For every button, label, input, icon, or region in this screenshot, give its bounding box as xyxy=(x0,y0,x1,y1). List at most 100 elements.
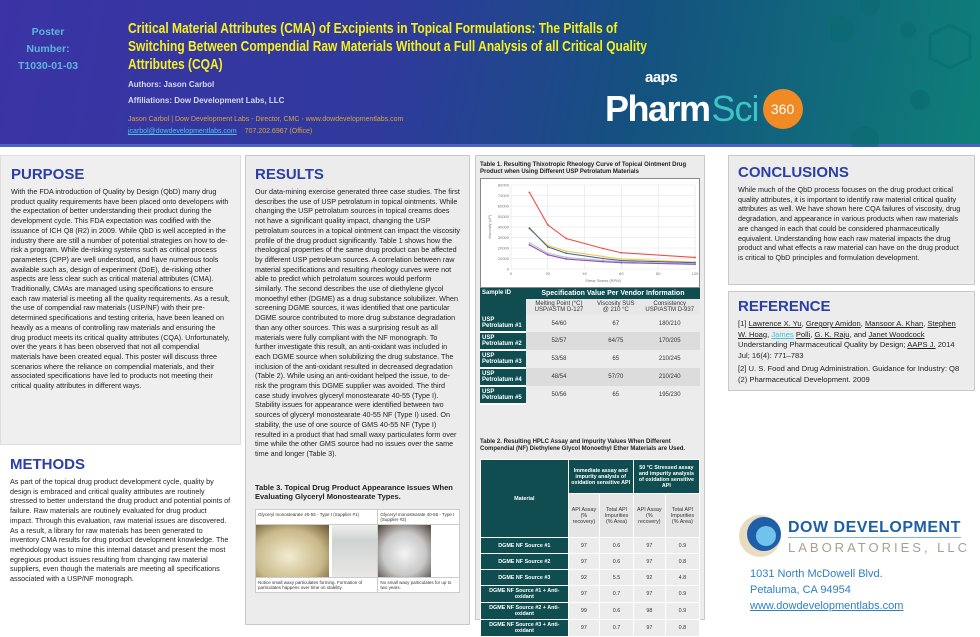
table1-cell: 170/205 xyxy=(639,332,700,350)
table3-note-supplier1: Notice small waxy particulates forming. … xyxy=(254,576,379,593)
table2-cell: 97 xyxy=(567,585,601,603)
data-point xyxy=(565,256,568,259)
sample-id: USP Petrolatum #4 xyxy=(480,368,526,387)
table2-cell: 0.6 xyxy=(599,537,634,554)
journal-link[interactable]: AAPS J. xyxy=(907,340,936,349)
email-link[interactable]: jcarbol@dowdevelopmentlabs.com xyxy=(128,128,237,135)
pharmsci360-logo: aaps Pharm Sci 360 xyxy=(605,70,825,134)
author-link[interactable]: James xyxy=(771,329,794,339)
table2-cell: 0.9 xyxy=(664,602,701,620)
supplier2-jar-photo xyxy=(378,524,431,577)
table1-cell: 65 xyxy=(592,386,640,404)
website-link[interactable]: www.dowdevelopmentlabs.com xyxy=(750,600,904,612)
author-link[interactable]: Janet Woodcock xyxy=(868,329,925,339)
table2-row: DGME NF Source #2 + Anti-oxidant 99 0.6 98 0… xyxy=(480,602,701,620)
material-name: DGME NF Source #2 xyxy=(480,553,569,570)
reference-section: REFERENCE [1] Lawrence X. Yu, Gregory Am… xyxy=(728,291,975,391)
table1: Sample ID Specification Value Per Vendor… xyxy=(480,288,700,405)
table1-cell: 65 xyxy=(592,350,640,368)
material-name: DGME NF Source #3 xyxy=(480,569,569,586)
rheology-chart: 0 10000 20000 30000 40000 50000 60000 70000 8000… xyxy=(480,178,700,288)
reference-1: [1] Lawrence X. Yu, Gregory Amidon, Mans… xyxy=(738,319,956,360)
table1-caption: Table 1. Resulting Thixotropic Rheology … xyxy=(480,162,687,175)
author-link[interactable]: Mansoor A. Khan xyxy=(864,319,924,328)
contact-line: Jason Carbol | Dow Development Labs - Di… xyxy=(128,116,404,123)
x-tick-label: 0 xyxy=(510,271,513,276)
conclusions-heading: CONCLUSIONS xyxy=(738,164,849,181)
series-line-3 xyxy=(529,227,696,264)
company-name-line1: DOW DEVELOPMENT xyxy=(788,519,961,538)
table1-cell: 52/57 xyxy=(525,332,593,350)
y-tick-label: 60000 xyxy=(498,204,510,209)
table1-header-sample-id: Sample ID xyxy=(480,288,526,315)
y-tick-label: 0 xyxy=(507,267,510,272)
logo-wordmark: Pharm Sci 360 xyxy=(605,88,803,130)
table1-cell: 67 xyxy=(592,315,640,332)
table2-cell: 97 xyxy=(567,553,601,570)
logo-aaps: aaps xyxy=(645,69,678,86)
contact-line-2: jcarbol@dowdevelopmentlabs.com 707.202.69… xyxy=(128,127,778,136)
author-link[interactable]: Polli xyxy=(795,329,811,339)
company-name-line2: LABORATORIES, LLC xyxy=(788,540,971,555)
address-line2: Petaluma, CA 94954 xyxy=(750,584,851,596)
table2-cell: 97 xyxy=(567,537,601,554)
x-tick-label: 80 xyxy=(656,271,661,276)
table2-cell: 92 xyxy=(632,569,666,586)
data-point xyxy=(546,253,549,256)
table2-cell: 0.9 xyxy=(664,585,701,603)
material-name: DGME NF Source #1 xyxy=(480,537,569,554)
series-line-5 xyxy=(529,244,696,265)
sample-id: USP Petrolatum #2 xyxy=(480,332,526,351)
series-line-2 xyxy=(529,228,696,263)
author-link[interactable]: Lawrence X. Yu xyxy=(748,319,802,328)
methods-text: As part of the topical drug product deve… xyxy=(10,477,231,584)
data-point xyxy=(546,224,549,226)
table2-header-immediate: Immediate assay and impurity analysis of… xyxy=(567,459,634,494)
data-point xyxy=(620,258,623,260)
table2-caption: Table 2. Resulting HPLC Assay and Impuri… xyxy=(480,439,686,452)
series-line-4 xyxy=(529,242,696,265)
table1-row: USP Petrolatum #3 53/58 65 210/245 xyxy=(480,350,700,369)
table1-header-group: Specification Value Per Vendor Informati… xyxy=(525,288,700,299)
author-link[interactable]: Gregory Amidon xyxy=(805,319,861,328)
x-tick-label: 100 xyxy=(692,271,699,276)
data-point xyxy=(620,261,623,264)
author-link[interactable]: Stephen W. Hoag xyxy=(738,319,956,339)
table3-header-supplier2: Glyceryl monostearate 40-55 - Type I (Su… xyxy=(377,508,460,525)
author-link[interactable]: G. K. Raju xyxy=(814,329,850,339)
sample-id: USP Petrolatum #5 xyxy=(480,386,526,405)
authors: Authors: Jason Carbol xyxy=(128,80,215,89)
data-point xyxy=(565,258,568,260)
table1-cell: 195/230 xyxy=(639,386,700,404)
ref1-title: Understanding Pharmaceutical Quality by … xyxy=(738,340,906,349)
material-name: DGME NF Source #1 + Anti-oxidant xyxy=(480,585,569,603)
results-section: RESULTS Our data-mining exercise generat… xyxy=(245,155,470,625)
table1-row: USP Petrolatum #1 54/60 67 180/210 xyxy=(480,315,700,333)
data-point xyxy=(528,241,531,244)
company-address: 1031 North McDowell Blvd. Petaluma, CA 9… xyxy=(750,566,903,614)
data-point xyxy=(528,227,531,229)
table2-cell: 4.8 xyxy=(664,569,701,586)
table1-col-header: Viscosity SUS @ 210 °C xyxy=(592,299,640,315)
table2-cell: 97 xyxy=(567,619,601,637)
poster-number: Poster Number: T1030-01-03 xyxy=(8,24,88,75)
table1-cell: 210/245 xyxy=(639,350,700,368)
data-point xyxy=(694,256,696,259)
data-point xyxy=(565,252,568,255)
ref1-tail: 2014 Jul; 16(4): 771–783 xyxy=(738,340,955,360)
table1-cell: 50/56 xyxy=(525,386,593,404)
y-tick-label: 10000 xyxy=(498,256,510,261)
supplier1-vial-photo xyxy=(331,524,378,577)
ref1-prefix: [1] xyxy=(738,319,749,328)
x-axis-label: Shear Stress (RPM) xyxy=(585,278,621,283)
table2-col-header: Total API Impurities (% Area) xyxy=(599,493,634,538)
table2-col-header: API Assay (% recovery) xyxy=(567,493,601,538)
reference-heading: REFERENCE xyxy=(738,298,831,315)
table2-cell: 97 xyxy=(632,537,666,554)
table2-row: DGME NF Source #2 97 0.6 97 0.8 xyxy=(480,553,701,570)
table1-cell: 48/54 xyxy=(525,368,593,386)
results-text: Our data-mining exercise generated three… xyxy=(255,187,460,458)
table1-cell: 180/210 xyxy=(639,315,700,332)
dow-development-logo: DOW DEVELOPMENT LABORATORIES, LLC xyxy=(738,510,978,560)
poster-number-value: T1030-01-03 xyxy=(17,60,79,72)
